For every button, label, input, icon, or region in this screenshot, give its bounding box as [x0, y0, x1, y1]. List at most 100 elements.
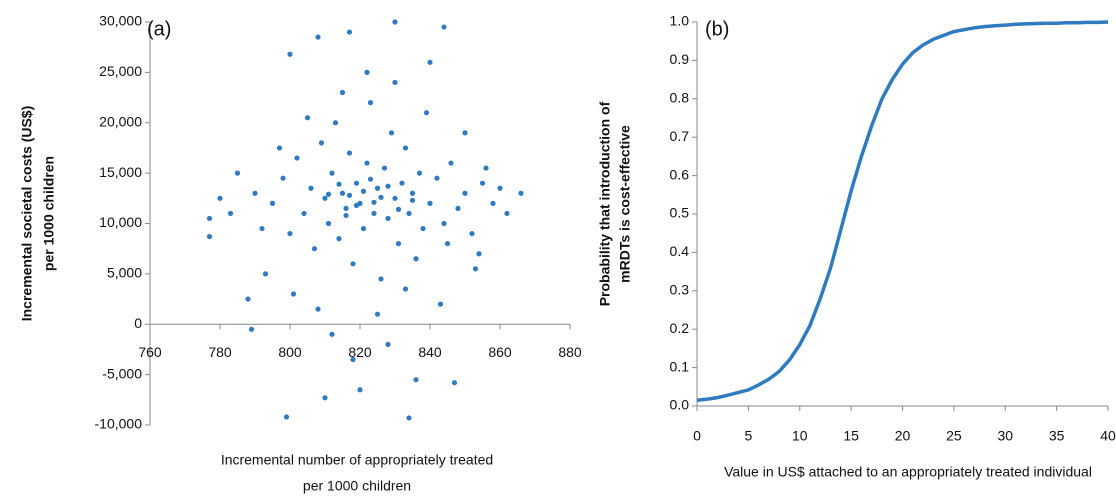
scatter-point — [399, 180, 405, 186]
scatter-point — [395, 206, 402, 212]
scatter-point — [518, 190, 524, 196]
scatter-point — [385, 183, 391, 189]
scatter-point — [336, 181, 342, 187]
scatter-point — [234, 170, 241, 176]
x-tick-label: 760 — [138, 344, 162, 360]
scatter-point — [311, 246, 318, 252]
scatter-point — [308, 185, 314, 191]
scatter-point — [343, 212, 349, 219]
scatter-point — [252, 190, 258, 196]
scatter-point — [350, 261, 356, 267]
scatter-point — [262, 271, 269, 277]
y-tick-label: 30,000 — [99, 13, 142, 29]
scatter-point — [434, 175, 440, 181]
scatter-point — [329, 170, 335, 176]
scatter-point — [339, 89, 346, 96]
scatter-point — [332, 120, 339, 126]
y-tick-label: 0.9 — [670, 51, 690, 67]
y-tick-label: 0.3 — [670, 282, 690, 298]
y-tick-label: 0.7 — [670, 128, 690, 144]
scatter-point — [455, 205, 461, 211]
scatter-point — [441, 24, 447, 30]
y-tick-label: 10,000 — [99, 214, 142, 230]
scatter-point — [378, 276, 384, 282]
scatter-point — [350, 356, 356, 363]
y-tick-label: 0 — [134, 315, 142, 331]
y-axis-title: per 1000 children — [41, 156, 57, 271]
scatter-point — [315, 34, 321, 40]
y-tick-label: 0.1 — [670, 358, 690, 374]
scatter-point — [318, 140, 325, 146]
y-tick-label: 0.5 — [670, 205, 690, 221]
scatter-point — [322, 195, 328, 201]
scatter-point — [472, 266, 479, 272]
scatter-point — [346, 192, 353, 198]
y-axis-title: Incremental societal costs (US$) — [19, 106, 35, 322]
y-tick-label: 0.8 — [670, 90, 690, 106]
scatter-point — [367, 100, 374, 106]
x-tick-label: 5 — [744, 428, 752, 444]
scatter-point — [283, 414, 290, 420]
scatter-point — [402, 145, 409, 151]
scatter-point — [392, 79, 398, 86]
scatter-point — [451, 380, 458, 386]
y-tick-label: 20,000 — [99, 113, 142, 129]
scatter-point — [420, 225, 426, 232]
scatter-point — [322, 395, 328, 401]
x-tick-label: 40 — [1100, 428, 1116, 444]
scatter-point — [287, 51, 293, 57]
x-tick-label: 25 — [946, 428, 962, 444]
scatter-point — [248, 326, 255, 332]
scatter-point — [483, 165, 489, 171]
x-tick-label: 840 — [418, 344, 442, 360]
line-series — [696, 20, 1109, 402]
scatter-point — [325, 191, 332, 197]
scatter-point — [427, 200, 433, 206]
scatter-point — [385, 215, 391, 222]
scatter-point — [479, 180, 486, 186]
scatter-point — [360, 225, 367, 232]
scatter-point — [381, 165, 388, 171]
scatter-point — [343, 205, 349, 211]
scatter-point — [378, 194, 384, 200]
y-tick-label: -10,000 — [95, 416, 143, 432]
scatter-point — [336, 236, 342, 242]
y-axis-title: mRDTs is cost-effective — [617, 125, 633, 283]
scatter-point — [406, 415, 412, 421]
scatter-point — [441, 220, 447, 227]
scatter-point — [206, 215, 213, 222]
scatter-point — [315, 306, 321, 312]
scatter-point — [276, 145, 283, 151]
panel-label: (b) — [705, 18, 729, 40]
x-tick-label: 860 — [488, 344, 512, 360]
scatter-point — [280, 175, 286, 181]
y-tick-label: 0.0 — [670, 397, 690, 413]
scatter-point — [367, 176, 374, 182]
x-tick-label: 10 — [792, 428, 808, 444]
y-tick-label: 15,000 — [99, 164, 142, 180]
scatter-point — [392, 195, 398, 201]
y-tick-label: 0.6 — [670, 166, 690, 182]
scatter-point — [364, 69, 370, 75]
x-axis-title: Value in US$ attached to an appropriatel… — [724, 464, 1092, 480]
scatter-point — [357, 387, 363, 393]
scatter-point — [245, 296, 251, 302]
scatter-point — [469, 230, 475, 237]
scatter-point — [504, 210, 510, 217]
x-tick-label: 0 — [693, 428, 701, 444]
scatter-point — [409, 190, 416, 196]
x-tick-label: 30 — [997, 428, 1013, 444]
x-axis-title: Incremental number of appropriately trea… — [221, 452, 493, 468]
scatter-point — [388, 130, 395, 136]
scatter-point — [364, 160, 370, 166]
scatter-point — [409, 197, 416, 203]
x-axis-title: per 1000 children — [303, 478, 411, 494]
scatter-point — [329, 331, 335, 337]
scatter-point — [462, 130, 468, 136]
scatter-point — [294, 155, 300, 161]
scatter-point — [290, 291, 297, 297]
scatter-point — [353, 180, 360, 186]
scatter-point — [413, 377, 419, 383]
x-tick-label: 880 — [558, 344, 582, 360]
scatter-point — [413, 256, 419, 262]
